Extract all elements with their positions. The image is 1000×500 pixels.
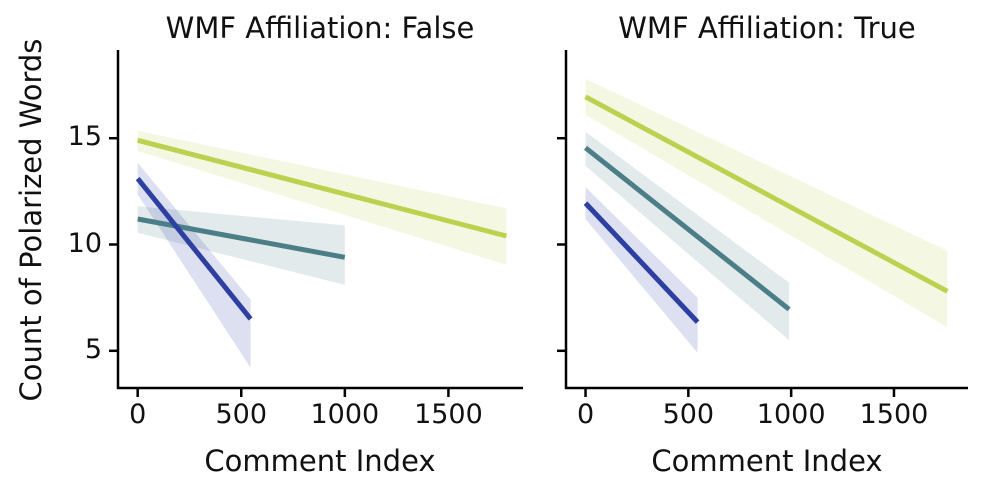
teal-series-confidence-band bbox=[585, 131, 790, 341]
x-tick-label: 1500 bbox=[859, 399, 929, 430]
blue-series-confidence-band bbox=[585, 187, 698, 353]
x-tick-label: 500 bbox=[662, 399, 715, 430]
x-tick-label: 0 bbox=[129, 399, 147, 430]
panel-title-true: WMF Affiliation: True bbox=[618, 11, 916, 45]
blue-series-regression-line bbox=[583, 201, 700, 324]
y-tick-label: 10 bbox=[67, 227, 102, 259]
green-series-confidence-band bbox=[585, 78, 948, 328]
teal-series-confidence-band bbox=[137, 206, 345, 285]
green-series-regression-line bbox=[137, 137, 508, 239]
x-tick-label: 1000 bbox=[310, 399, 380, 430]
x-tick-label: 1000 bbox=[756, 399, 826, 430]
x-tick-label: 500 bbox=[215, 399, 268, 430]
panel-title-false: WMF Affiliation: False bbox=[165, 11, 475, 45]
blue-series-confidence-band bbox=[137, 162, 251, 368]
y-tick-label: 15 bbox=[67, 121, 102, 153]
axis-spines bbox=[116, 50, 523, 390]
teal-series-regression-line bbox=[583, 145, 791, 312]
axis-spines bbox=[564, 50, 968, 390]
x-axis-label-left: Comment Index bbox=[204, 444, 436, 478]
x-tick-label: 1500 bbox=[414, 399, 483, 430]
blue-series-regression-line bbox=[135, 177, 253, 321]
y-tick-label: 5 bbox=[84, 333, 102, 365]
green-series-regression-line bbox=[584, 94, 949, 294]
x-axis-label-right: Comment Index bbox=[651, 444, 883, 478]
x-tick-label: 0 bbox=[576, 399, 595, 430]
